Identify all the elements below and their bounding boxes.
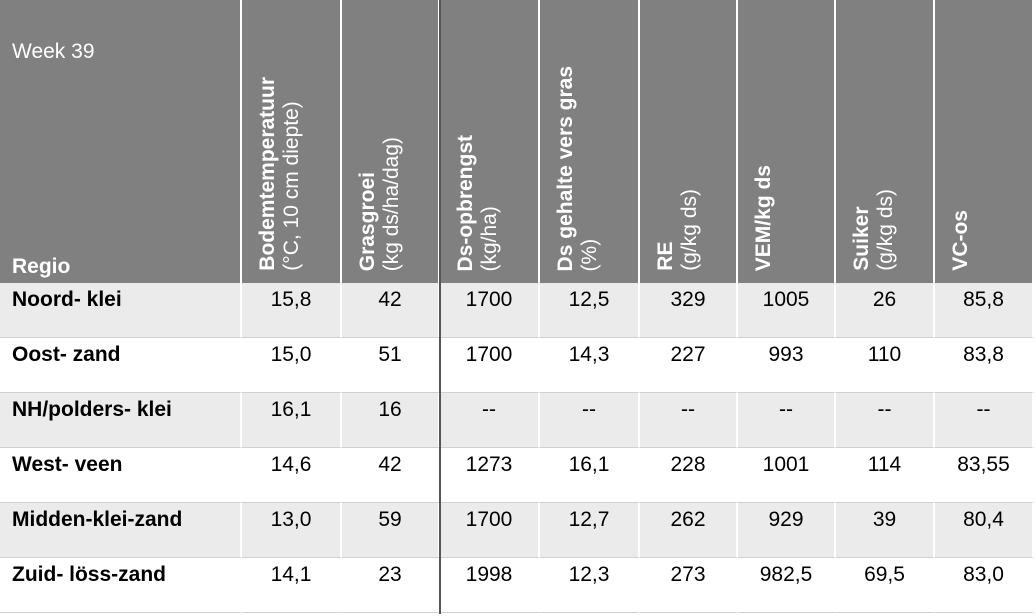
row-label: West- veen (0, 448, 242, 503)
table-cell: 12,7 (540, 503, 640, 558)
column-header-text: Ds gehalte vers gras (%) (554, 66, 602, 271)
header-title: Week 39 (12, 40, 95, 63)
table-cell: 16,1 (540, 448, 640, 503)
column-header-text: Suiker (g/kg ds) (850, 189, 898, 271)
table-cell: 12,3 (540, 558, 640, 613)
table-cell: -- (440, 393, 540, 448)
column-header: Ds gehalte vers gras (%) (540, 0, 640, 283)
row-label: NH/polders- klei (0, 393, 242, 448)
column-header: VC-os (935, 0, 1034, 283)
column-unit: (g/kg ds) (874, 189, 897, 271)
table-cell: 39 (836, 503, 935, 558)
header-corner: Week 39 Regio (0, 0, 242, 283)
table-cell: 1700 (440, 338, 540, 393)
column-header-text: Grasgroei (kg ds/ha/dag) (356, 137, 404, 271)
column-header: Ds-opbrengst (kg/ha) (440, 0, 540, 283)
table-cell: 69,5 (836, 558, 935, 613)
table-cell: 262 (640, 503, 738, 558)
table-cell: 14,3 (540, 338, 640, 393)
column-unit: (%) (578, 238, 601, 271)
column-unit: (kg ds/ha/dag) (380, 136, 403, 271)
column-header-text: RE (g/kg ds) (654, 189, 702, 271)
column-header: VEM/kg ds (738, 0, 836, 283)
table-cell: 16 (342, 393, 440, 448)
table-cell: 273 (640, 558, 738, 613)
table-cell: 51 (342, 338, 440, 393)
column-header: Grasgroei (kg ds/ha/dag) (342, 0, 440, 283)
table-cell: -- (540, 393, 640, 448)
table-cell: 13,0 (242, 503, 342, 558)
column-header-text: VEM/kg ds (752, 165, 776, 271)
column-name: Suiker (850, 206, 873, 271)
column-name: Ds-opbrengst (454, 134, 477, 272)
table-cell: 14,1 (242, 558, 342, 613)
column-unit: (kg/ha) (478, 205, 501, 271)
column-unit: (°C, 10 cm diepte) (280, 101, 303, 271)
row-label: Noord- klei (0, 283, 242, 338)
table-cell: 80,4 (935, 503, 1034, 558)
table-cell: 42 (342, 448, 440, 503)
row-label-header: Regio (12, 255, 71, 278)
table-cell: -- (836, 393, 935, 448)
table-cell: 16,1 (242, 393, 342, 448)
table-cell: 982,5 (738, 558, 836, 613)
column-name: Bodemtemperatuur (256, 77, 279, 271)
table-cell: 1700 (440, 503, 540, 558)
table-cell: 83,8 (935, 338, 1034, 393)
row-label: Zuid- löss-zand (0, 558, 242, 613)
table-cell: -- (935, 393, 1034, 448)
table-cell: 1273 (440, 448, 540, 503)
column-separator (439, 0, 441, 614)
column-name: VEM/kg ds (752, 164, 775, 271)
table-cell: 59 (342, 503, 440, 558)
table-cell: 1700 (440, 283, 540, 338)
table-cell: 12,5 (540, 283, 640, 338)
table-cell: -- (640, 393, 738, 448)
column-header: Suiker (g/kg ds) (836, 0, 935, 283)
table-cell: 329 (640, 283, 738, 338)
table-cell: 14,6 (242, 448, 342, 503)
table-cell: 23 (342, 558, 440, 613)
table-cell: 85,8 (935, 283, 1034, 338)
column-header: Bodemtemperatuur (°C, 10 cm diepte) (242, 0, 342, 283)
column-name: Grasgroei (356, 171, 379, 271)
row-label: Midden-klei-zand (0, 503, 242, 558)
table-cell: 15,0 (242, 338, 342, 393)
table-cell: 228 (640, 448, 738, 503)
table-cell: 1998 (440, 558, 540, 613)
table-cell: 83,55 (935, 448, 1034, 503)
column-unit: (g/kg ds) (678, 189, 701, 271)
column-header-text: Ds-opbrengst (kg/ha) (454, 135, 502, 272)
table-cell: 15,8 (242, 283, 342, 338)
column-name: Ds gehalte vers gras (554, 65, 577, 271)
column-header: RE (g/kg ds) (640, 0, 738, 283)
column-header-text: VC-os (949, 210, 973, 271)
table-cell: 1001 (738, 448, 836, 503)
table-cell: 1005 (738, 283, 836, 338)
row-label: Oost- zand (0, 338, 242, 393)
column-name: VC-os (949, 210, 972, 271)
table-cell: 42 (342, 283, 440, 338)
table-cell: 993 (738, 338, 836, 393)
table-cell: 26 (836, 283, 935, 338)
table-cell: 227 (640, 338, 738, 393)
column-name: RE (654, 241, 677, 271)
table-cell: 110 (836, 338, 935, 393)
table-cell: 929 (738, 503, 836, 558)
table-cell: 114 (836, 448, 935, 503)
table-cell: 83,0 (935, 558, 1034, 613)
column-header-text: Bodemtemperatuur (°C, 10 cm diepte) (256, 77, 304, 271)
table-cell: -- (738, 393, 836, 448)
